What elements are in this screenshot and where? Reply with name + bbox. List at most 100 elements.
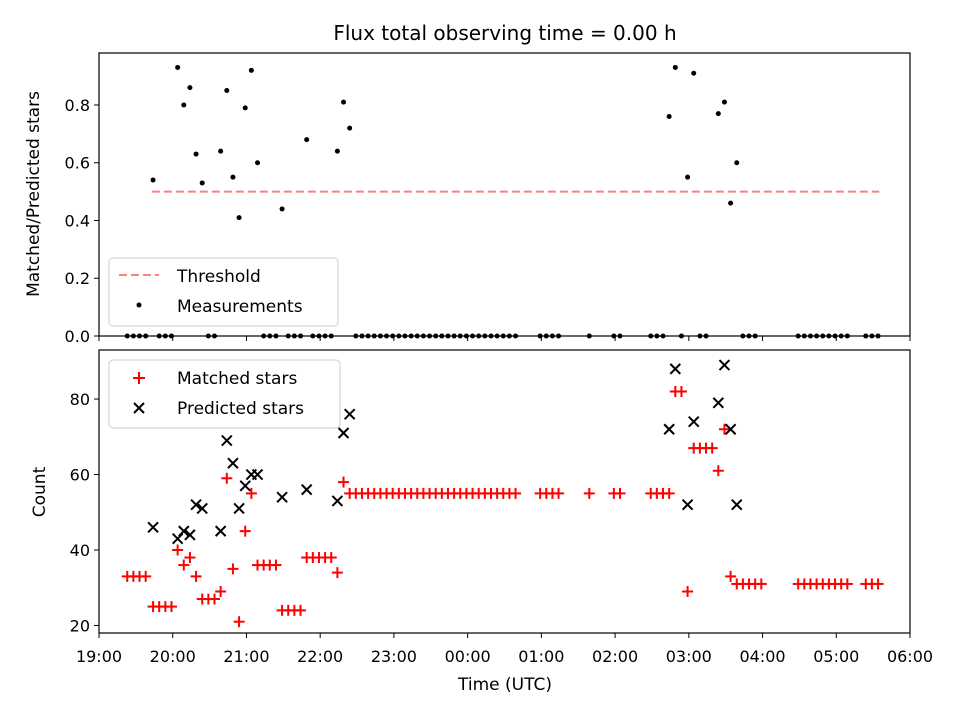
measurement-point xyxy=(255,160,261,166)
predicted-star-point xyxy=(276,491,288,503)
chart-title: Flux total observing time = 0.00 h xyxy=(333,21,676,45)
x-tick-label: 21:00 xyxy=(223,647,269,666)
bottom-axis-ticks: 20 40 60 80 19:00 20:00 21:00 22:00 23:00 00:00 01… xyxy=(70,390,933,666)
top-legend-box xyxy=(108,257,339,327)
measurement-point xyxy=(242,105,248,111)
matched-star-point xyxy=(755,578,767,590)
bottom-legend: Matched stars Predicted stars xyxy=(108,359,341,429)
predicted-star-point xyxy=(214,525,227,537)
predicted-legend-swatch xyxy=(133,402,145,414)
top-y-axis-label: Matched/Predicted stars xyxy=(24,91,44,297)
predicted-star-point xyxy=(681,498,694,511)
matched-star-point xyxy=(295,604,307,616)
bottom-y-tick-label: 40 xyxy=(70,541,90,560)
measurement-point xyxy=(224,88,230,94)
predicted-star-point xyxy=(178,525,190,537)
predicted-star-point xyxy=(196,502,208,515)
count-panel: Count Time (UTC) 20 40 60 80 19:00 20:00 21:00… xyxy=(30,349,933,695)
measurement-point xyxy=(236,215,242,221)
predicted-star-point xyxy=(724,423,737,435)
predicted-star-point xyxy=(731,498,743,511)
matched-star-point xyxy=(245,487,257,499)
matched-star-point xyxy=(718,423,730,435)
x-tick-label: 23:00 xyxy=(371,647,417,666)
matched-star-point xyxy=(165,601,177,613)
predicted-star-point xyxy=(190,498,202,511)
matched-star-point xyxy=(583,487,595,499)
matched-star-point xyxy=(209,593,221,605)
measurement-point xyxy=(193,151,199,157)
bottom-y-tick-label: 20 xyxy=(70,616,90,635)
measurement-point xyxy=(150,177,156,183)
matched-star-point xyxy=(712,465,724,477)
predicted-star-point xyxy=(184,529,196,541)
predicted-star-point xyxy=(227,457,239,469)
measurement-point xyxy=(218,148,224,154)
matched-star-point xyxy=(872,578,884,590)
bottom-y-axis-label: Count xyxy=(30,466,50,517)
predicted-star-point xyxy=(331,495,344,507)
matched-star-point xyxy=(325,552,337,564)
predicted-star-point xyxy=(233,502,245,515)
x-tick-label: 05:00 xyxy=(813,647,859,666)
matched-star-point xyxy=(239,525,251,537)
x-tick-label: 04:00 xyxy=(739,647,785,666)
x-tick-label: 20:00 xyxy=(150,647,196,666)
matched-star-point xyxy=(221,472,233,484)
measurement-point xyxy=(334,148,340,154)
measurement-point xyxy=(715,111,721,117)
matched-star-point xyxy=(270,559,282,571)
bottom-y-tick-label: 60 xyxy=(70,466,90,485)
predicted-star-point xyxy=(343,408,356,420)
measurement-point xyxy=(666,114,672,120)
measurement-point xyxy=(347,125,353,131)
x-tick-label: 00:00 xyxy=(445,647,491,666)
ratio-panel: Flux total observing time = 0.00 h Match… xyxy=(24,21,911,346)
predicted-star-point xyxy=(688,415,700,428)
matched-star-point xyxy=(663,487,675,499)
predicted-star-point xyxy=(147,521,159,534)
measurements-legend-swatch xyxy=(136,302,142,308)
matched-star-point xyxy=(190,570,202,582)
measurement-point xyxy=(734,160,740,166)
predicted-star-point xyxy=(669,363,682,375)
predicted-star-point xyxy=(300,483,313,496)
matched-star-point xyxy=(614,487,626,499)
predicted-star-point xyxy=(239,480,251,492)
measurement-point xyxy=(304,137,310,143)
top-y-tick-label: 0.8 xyxy=(65,96,90,115)
matched-star-point xyxy=(553,487,565,499)
matched-star-point xyxy=(140,570,152,582)
measurement-point xyxy=(230,174,236,180)
measurement-point xyxy=(175,64,181,70)
measurement-point xyxy=(199,180,205,186)
x-tick-label: 03:00 xyxy=(666,647,712,666)
measurement-point xyxy=(728,200,734,206)
predicted-star-point xyxy=(718,359,731,371)
top-axis-ticks: 0.0 0.2 0.4 0.6 0.8 xyxy=(65,96,911,346)
matched-star-point xyxy=(841,578,853,590)
threshold-legend-label: Threshold xyxy=(176,267,261,287)
matched-star-point xyxy=(682,585,694,597)
matched-star-point xyxy=(725,570,737,582)
matched-star-point xyxy=(331,567,343,579)
x-tick-label: 19:00 xyxy=(76,647,122,666)
measurement-point xyxy=(181,102,187,108)
measurement-point xyxy=(721,99,727,105)
predicted-stars-series xyxy=(147,359,743,545)
matched-star-point xyxy=(233,616,245,628)
measurement-point xyxy=(672,64,678,70)
predicted-star-point xyxy=(712,397,725,409)
x-tick-label: 06:00 xyxy=(887,647,933,666)
measurement-point xyxy=(341,99,347,105)
top-legend: Threshold Measurements xyxy=(108,257,339,327)
predicted-star-point xyxy=(221,434,233,447)
matched-legend-label: Matched stars xyxy=(177,369,297,389)
predicted-star-point xyxy=(251,468,264,481)
measurement-point xyxy=(187,85,193,91)
measurement-point xyxy=(248,67,254,73)
predicted-legend-label: Predicted stars xyxy=(177,399,304,419)
measurement-point xyxy=(279,206,285,212)
measurements-legend-label: Measurements xyxy=(177,297,303,317)
